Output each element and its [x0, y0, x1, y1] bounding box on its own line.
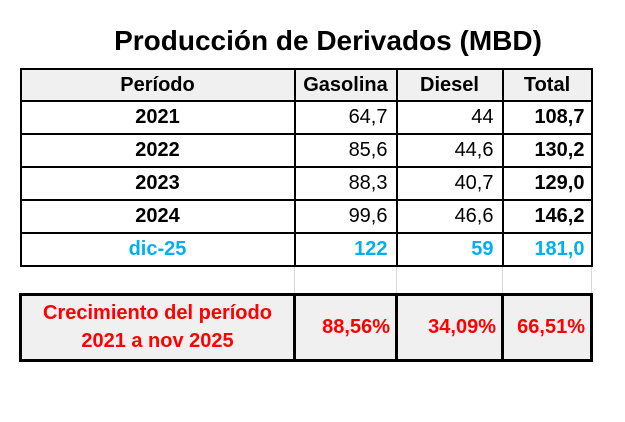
spacer-cell	[20, 266, 295, 294]
spacer-row	[20, 266, 592, 294]
growth-row: Crecimiento del período 2021 a nov 2025 …	[19, 292, 593, 362]
gasolina-cell: 99,6	[293, 199, 398, 234]
gasolina-cell: 122	[293, 232, 398, 267]
col-header-total: Total	[501, 68, 593, 102]
period-cell: 2022	[19, 133, 296, 168]
gasolina-cell: 85,6	[293, 133, 398, 168]
growth-label-line1: Crecimiento del período	[43, 302, 272, 324]
col-header-gasolina: Gasolina	[293, 68, 398, 102]
period-cell: dic-25	[19, 232, 296, 267]
table-header-row: Período Gasolina Diesel Total	[19, 68, 593, 102]
table-row-2024: 2024 99,6 46,6 146,2	[19, 199, 593, 234]
growth-diesel-cell: 34,09%	[395, 292, 504, 362]
gasolina-cell: 88,3	[293, 166, 398, 201]
production-table: Período Gasolina Diesel Total 2021 64,7 …	[19, 68, 593, 362]
diesel-cell: 44,6	[395, 133, 504, 168]
spacer-cell	[294, 266, 397, 294]
spacer-cell	[502, 266, 592, 294]
total-cell: 108,7	[501, 100, 593, 135]
diesel-cell: 46,6	[395, 199, 504, 234]
table-row-2023: 2023 88,3 40,7 129,0	[19, 166, 593, 201]
period-cell: 2023	[19, 166, 296, 201]
period-cell: 2024	[19, 199, 296, 234]
diesel-cell: 59	[395, 232, 504, 267]
period-cell: 2021	[19, 100, 296, 135]
total-cell: 181,0	[501, 232, 593, 267]
total-cell: 146,2	[501, 199, 593, 234]
growth-gasolina-cell: 88,56%	[293, 292, 398, 362]
col-header-diesel: Diesel	[395, 68, 504, 102]
growth-label: Crecimiento del período 2021 a nov 2025	[19, 292, 296, 362]
gasolina-cell: 64,7	[293, 100, 398, 135]
col-header-periodo: Período	[19, 68, 296, 102]
total-cell: 129,0	[501, 166, 593, 201]
spacer-cell	[396, 266, 503, 294]
growth-label-line2: 2021 a nov 2025	[81, 330, 234, 352]
growth-total-cell: 66,51%	[501, 292, 593, 362]
diesel-cell: 40,7	[395, 166, 504, 201]
table-row-2021: 2021 64,7 44 108,7	[19, 100, 593, 135]
table-row-dic-25: dic-25 122 59 181,0	[19, 232, 593, 267]
table-title: Producción de Derivados (MBD)	[114, 25, 542, 56]
table-row-2022: 2022 85,6 44,6 130,2	[19, 133, 593, 168]
total-cell: 130,2	[501, 133, 593, 168]
diesel-cell: 44	[395, 100, 504, 135]
